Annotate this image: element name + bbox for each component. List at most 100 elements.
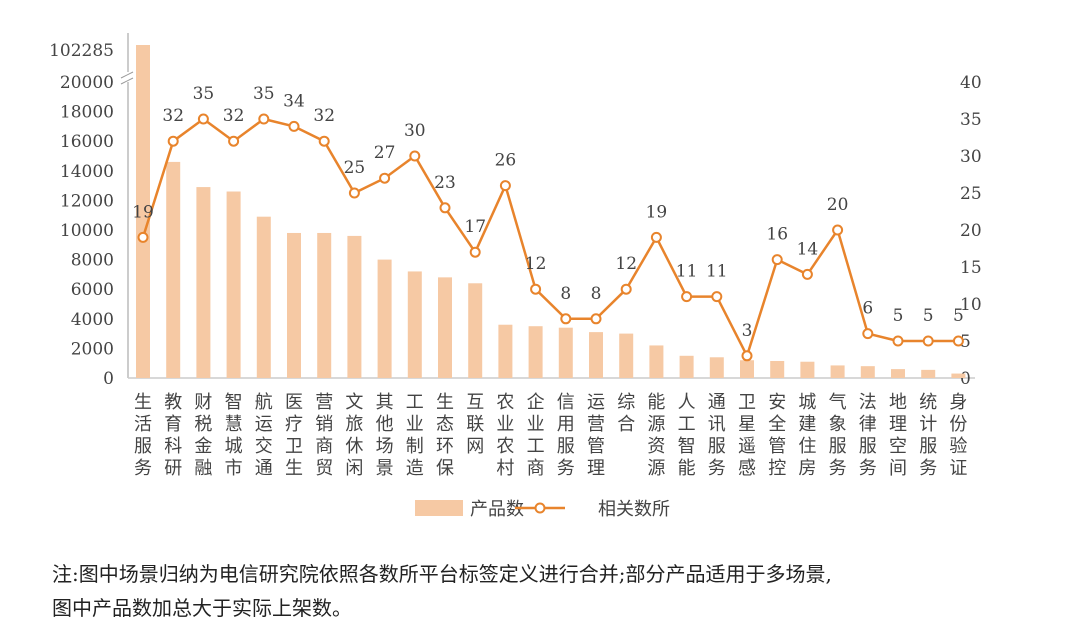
data-label: 26 (495, 151, 517, 171)
line-point-通讯服务 (711, 291, 723, 303)
category-label-统计服务: 务 (919, 458, 937, 479)
category-label-卫星遥感: 感 (738, 458, 756, 479)
line-point-工业制造 (409, 150, 421, 162)
bar-信用服务 (558, 327, 573, 378)
category-label-农业农村: 村 (496, 458, 514, 479)
data-label: 11 (676, 262, 698, 282)
category-label-城建住房: 城 (798, 392, 816, 413)
category-label-工业制造: 造 (406, 458, 424, 479)
bar-身份验证 (951, 373, 966, 378)
category-label-地理空间: 间 (889, 458, 907, 479)
line-point-能源资源 (650, 231, 662, 243)
category-label-生活服务: 活 (134, 414, 152, 435)
category-label-气象服务: 务 (829, 458, 847, 479)
category-label-人工智能: 人 (678, 392, 696, 413)
data-label: 20 (827, 195, 849, 215)
category-label-工业制造: 工 (406, 392, 424, 413)
category-label-信用服务: 服 (557, 436, 575, 457)
data-label: 32 (223, 106, 245, 126)
category-label-教育科研: 研 (164, 458, 182, 479)
category-label-综合: 合 (617, 414, 635, 435)
line-point-企业工商 (530, 283, 542, 295)
category-label-生态环保: 生 (436, 392, 454, 413)
category-label-生活服务: 生 (134, 392, 152, 413)
category-label-法律服务: 务 (859, 458, 877, 479)
category-label-文旅休闲: 文 (345, 392, 363, 413)
category-label-其他场景: 其 (376, 392, 394, 413)
category-label-营销商贸: 销 (315, 414, 333, 435)
right-axis-tick-label: 30 (960, 147, 982, 167)
category-label-财税金融: 财 (194, 392, 212, 413)
line-point-航运交通 (258, 113, 270, 125)
line-point-运营管理 (590, 313, 602, 325)
category-label-卫星遥感: 遥 (738, 436, 756, 457)
category-label-信用服务: 用 (557, 414, 575, 435)
category-label-法律服务: 法 (859, 392, 877, 413)
category-label-财税金融: 金 (194, 436, 212, 457)
bar-文旅休闲 (347, 235, 362, 378)
bar-通讯服务 (709, 357, 724, 378)
category-label-医疗卫生: 疗 (285, 414, 303, 435)
line-series-相关数所 (141, 117, 959, 360)
bar-营销商贸 (317, 232, 332, 378)
bar-安全管控 (770, 360, 785, 378)
category-label-气象服务: 象 (829, 414, 847, 435)
right-axis-tick-label: 10 (960, 295, 982, 315)
line-point-文旅休闲 (348, 187, 360, 199)
category-label-航运交通: 通 (255, 458, 273, 479)
category-label-农业农村: 业 (496, 414, 514, 435)
right-axis-tick-label: 20 (960, 221, 982, 241)
category-label-身份验证: 证 (949, 458, 967, 479)
left-axis-tick-label: 6000 (71, 280, 114, 300)
category-label-卫星遥感: 卫 (738, 392, 756, 413)
data-label: 8 (560, 284, 571, 304)
category-label-航运交通: 运 (255, 414, 273, 435)
category-label-其他场景: 他 (376, 414, 394, 435)
category-label-身份验证: 份 (949, 414, 967, 435)
right-axis-tick-label: 40 (960, 73, 982, 93)
bar-企业工商 (528, 326, 543, 378)
right-axis-tick-label: 25 (960, 184, 982, 204)
line-point-生活服务 (137, 231, 149, 243)
bar-气象服务 (830, 365, 845, 378)
category-label-运营管理: 营 (587, 414, 605, 435)
bar-互联网 (468, 283, 483, 378)
line-point-教育科研 (167, 135, 179, 147)
data-label: 12 (525, 254, 547, 274)
legend-bar-swatch (415, 500, 463, 516)
legend-label-bars: 产品数 (470, 499, 524, 520)
bar-城建住房 (800, 361, 815, 378)
category-label-企业工商: 企 (527, 392, 545, 413)
data-label: 8 (591, 284, 602, 304)
category-label-智慧城市: 市 (225, 458, 243, 479)
category-label-通讯服务: 通 (708, 392, 726, 413)
category-label-地理空间: 地 (889, 392, 907, 413)
category-label-信用服务: 务 (557, 458, 575, 479)
data-label: 32 (162, 106, 184, 126)
category-label-通讯服务: 讯 (708, 414, 726, 435)
data-label: 5 (953, 306, 964, 326)
category-label-能源资源: 资 (647, 436, 665, 457)
category-label-智慧城市: 智 (225, 392, 243, 413)
line-point-卫星遥感 (741, 350, 753, 362)
legend-label-line: 相关数所 (598, 499, 670, 520)
data-label: 34 (283, 91, 305, 111)
category-label-航运交通: 交 (255, 436, 273, 457)
category-label-运营管理: 理 (587, 458, 605, 479)
left-axis-tick-label: 12000 (60, 191, 114, 211)
category-label-统计服务: 服 (919, 436, 937, 457)
category-label-能源资源: 源 (647, 414, 665, 435)
category-label-医疗卫生: 生 (285, 458, 303, 479)
line-point-其他场景 (379, 172, 391, 184)
category-label-卫星遥感: 星 (738, 414, 756, 435)
line-point-医疗卫生 (288, 120, 300, 132)
line-point-综合 (620, 283, 632, 295)
bar-统计服务 (921, 369, 936, 378)
axis-break-mark (120, 77, 134, 85)
category-label-文旅休闲: 闲 (345, 458, 363, 479)
data-label: 19 (646, 202, 668, 222)
legend-line-marker (534, 502, 546, 514)
line-point-法律服务 (862, 328, 874, 340)
category-label-文旅休闲: 旅 (345, 414, 363, 435)
category-label-法律服务: 服 (859, 436, 877, 457)
